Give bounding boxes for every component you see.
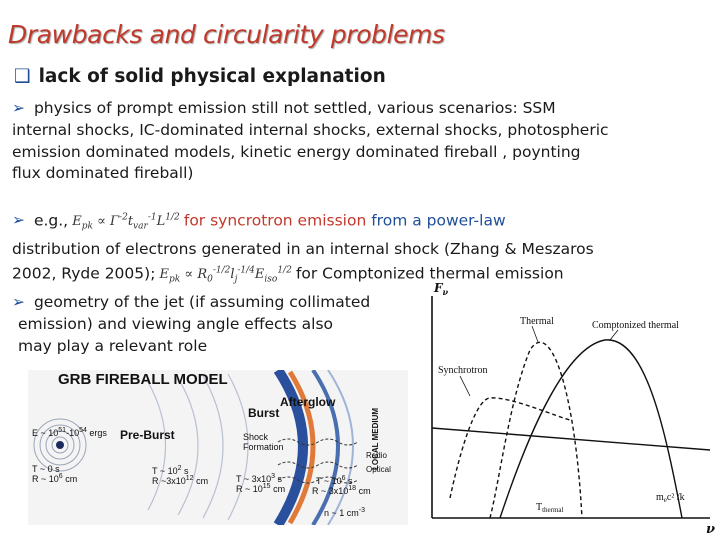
label-thermal: Thermal [520, 316, 554, 327]
label-radio: Radio [366, 451, 387, 460]
label-t0: T ~ 0 s [32, 464, 60, 474]
label-burst: Burst [248, 406, 279, 420]
label-optical: Optical [366, 465, 391, 474]
x-axis-label: ν [706, 522, 715, 537]
label-t3: T ~ 106 s [316, 475, 353, 486]
bullet-epk-relations: ➢ e.g., Epk ∝ Γ-2tvar-1L1/2 for syncrotr… [12, 211, 594, 285]
label-energy: E ~ 1051-1054 ergs [32, 427, 107, 438]
bullet-jet-geometry: ➢ geometry of the jet (if assuming colli… [12, 293, 371, 355]
label-r0: R ~ 106 cm [32, 473, 77, 484]
label-r1: R ~3x1012 cm [152, 475, 208, 486]
checkbox-bullet-icon: ❑ [14, 66, 31, 87]
label-shock: Shock [243, 432, 269, 442]
grb-title: GRB FIREBALL MODEL [58, 371, 228, 388]
comptonized-curve [499, 339, 683, 519]
label-t2: T ~ 3x103 s [236, 473, 283, 484]
central-engine-icon [56, 441, 64, 449]
label-comptonized: Comptonized thermal [592, 320, 679, 331]
thermal-curve [489, 341, 583, 519]
synchrotron-dashed-curve [449, 397, 571, 499]
grb-fireball-figure: GRB FIREBALL MODEL Afterglow Burst Pre-B… [28, 370, 408, 525]
label-local-medium: LOCAL MEDIUM [371, 408, 380, 470]
slide-title: Drawbacks and circularity problems [8, 20, 445, 49]
spectrum-sketch-figure: Fν ν Thermal Comptonized thermal Synchro… [431, 281, 715, 537]
y-axis-label: Fν [433, 281, 449, 297]
label-preburst: Pre-Burst [120, 428, 175, 442]
arrow-bullet-icon: ➢ [12, 99, 25, 117]
burst-shell [287, 370, 316, 525]
label-r3: R ~ 3x1018 cm [312, 485, 371, 496]
arrow-bullet-icon: ➢ [12, 293, 25, 311]
heading-text: lack of solid physical explanation [38, 66, 386, 87]
label-density: n ~ 1 cm-3 [324, 507, 365, 518]
synchrotron-line [431, 427, 711, 451]
epk-comptonized-formula: Epk ∝ R0-1/2lj-1/4Eiso1/2 [155, 265, 292, 285]
label-t1: T ~ 102 s [152, 465, 189, 476]
label-synchrotron: Synchrotron [438, 365, 487, 376]
label-mec2: mec² /k [656, 492, 685, 504]
label-formation: Formation [243, 442, 284, 452]
arrow-bullet-icon: ➢ [12, 211, 25, 230]
epk-synchrotron-formula: Epk ∝ Γ-2tvar-1L1/2 [68, 213, 180, 232]
afterglow-shell [273, 370, 308, 525]
bullet-physics-scenarios: ➢ physics of prompt emission still not s… [12, 99, 609, 183]
label-r2: R ~ 1015 cm [236, 483, 285, 494]
figure-background [28, 370, 408, 525]
label-t-thermal: Tthermal [536, 502, 564, 514]
section-heading: ❑ lack of solid physical explanation [14, 66, 386, 87]
label-afterglow: Afterglow [280, 395, 336, 409]
